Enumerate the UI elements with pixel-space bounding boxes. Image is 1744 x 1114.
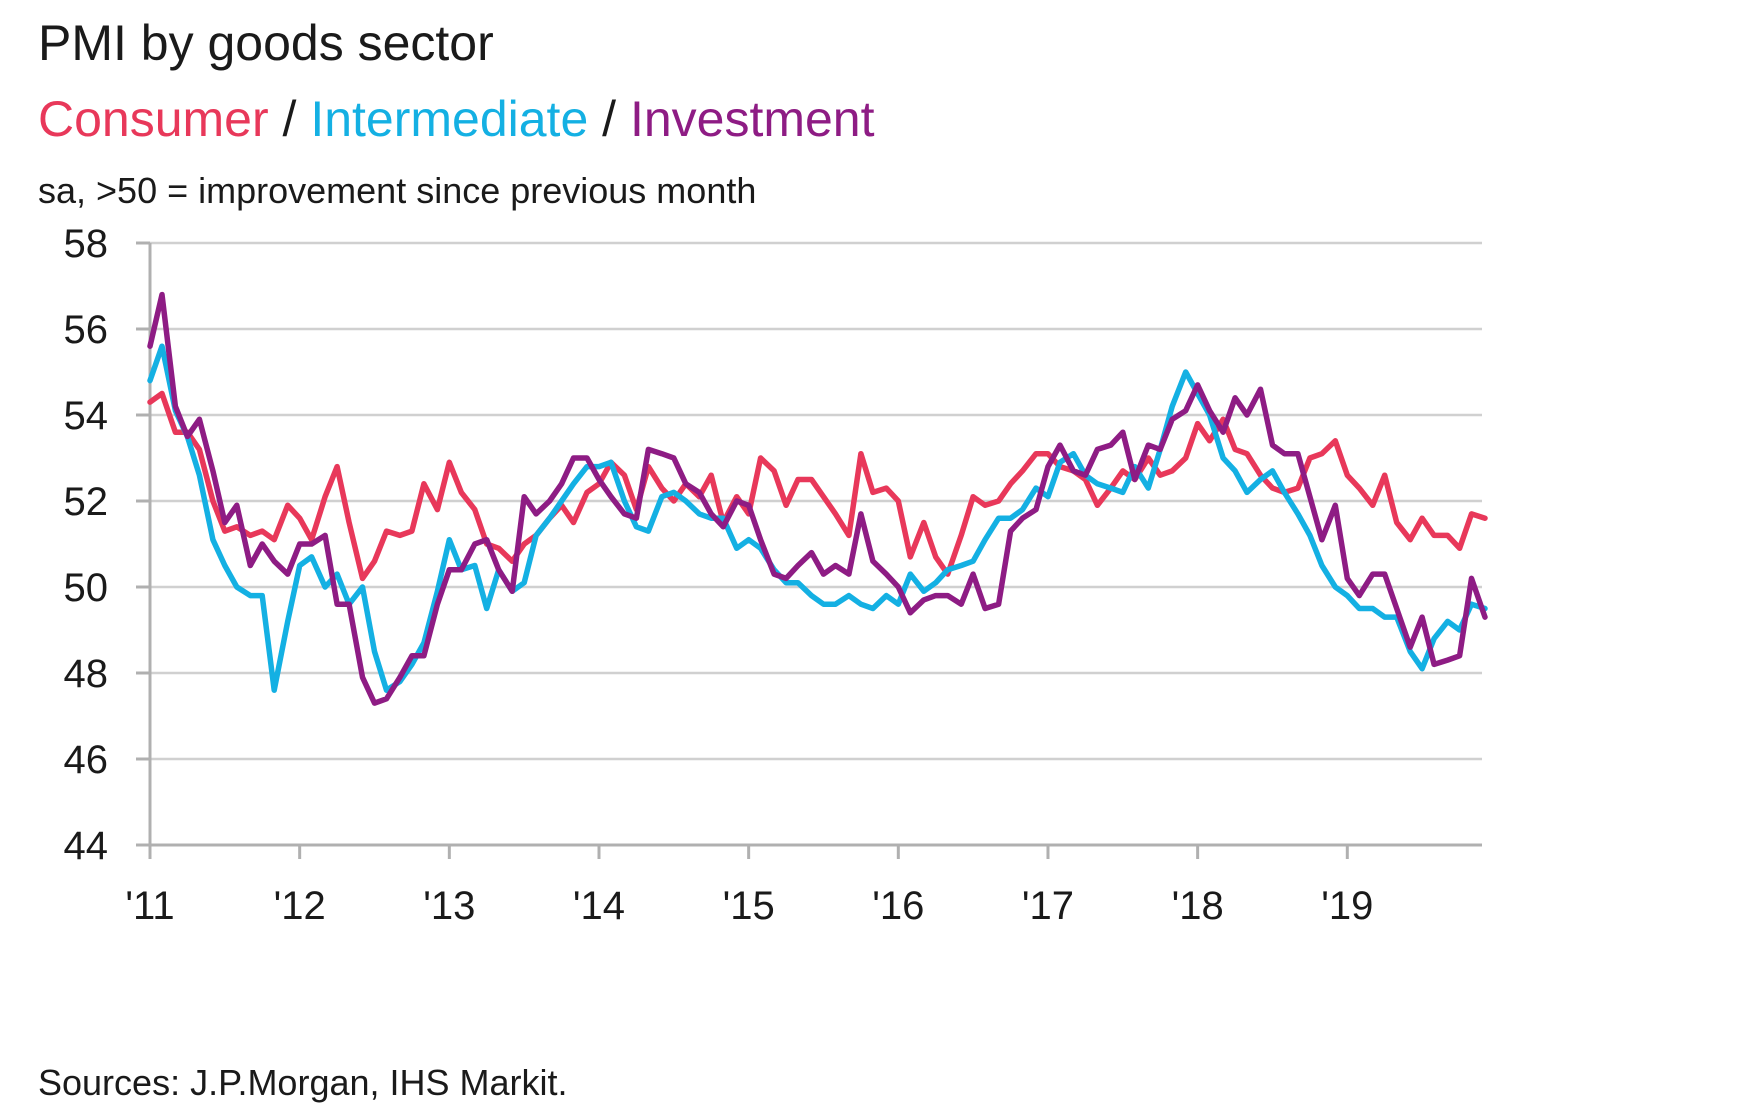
series-line-investment (147, 291, 1488, 706)
x-tick-label: '13 (423, 884, 475, 928)
y-tick-label: 54 (64, 394, 109, 438)
source-note: Sources: J.P.Morgan, IHS Markit. (38, 1062, 568, 1103)
x-tick-label: '11 (125, 884, 174, 928)
y-tick-label: 56 (64, 308, 109, 352)
x-tick-label: '16 (872, 884, 924, 928)
series-line-consumer (147, 390, 1488, 582)
x-tick-label: '19 (1321, 884, 1373, 928)
y-tick-label: 58 (64, 222, 109, 266)
chart-title: PMI by goods sector (38, 15, 494, 71)
x-tick-label: '17 (1022, 884, 1074, 928)
series-lines (147, 291, 1488, 706)
x-tick-label: '14 (573, 884, 625, 928)
y-tick-label: 48 (64, 652, 109, 696)
y-tick-label: 44 (64, 824, 109, 868)
x-tick-label: '12 (274, 884, 326, 928)
x-tick-label: '15 (723, 884, 775, 928)
legend-consumer: Consumer (38, 91, 269, 147)
chart-subtitle: sa, >50 = improvement since previous mon… (38, 170, 757, 211)
grid-lines (150, 241, 1482, 761)
series-line-intermediate (147, 343, 1488, 693)
axes (136, 241, 1482, 859)
legend-separator: / (588, 91, 630, 147)
legend: Consumer / Intermediate / Investment (38, 90, 875, 148)
y-tick-label: 52 (64, 480, 109, 524)
tick-labels: 58 56 54 52 50 48 46 44 '11 '12 '13 '14 '15 '16 '17 '18… (64, 222, 1374, 928)
legend-separator: / (268, 91, 311, 147)
y-tick-label: 46 (64, 738, 109, 782)
legend-intermediate: Intermediate (310, 91, 589, 147)
y-tick-label: 50 (64, 566, 109, 610)
x-tick-label: '18 (1172, 884, 1224, 928)
legend-investment: Investment (629, 91, 875, 147)
